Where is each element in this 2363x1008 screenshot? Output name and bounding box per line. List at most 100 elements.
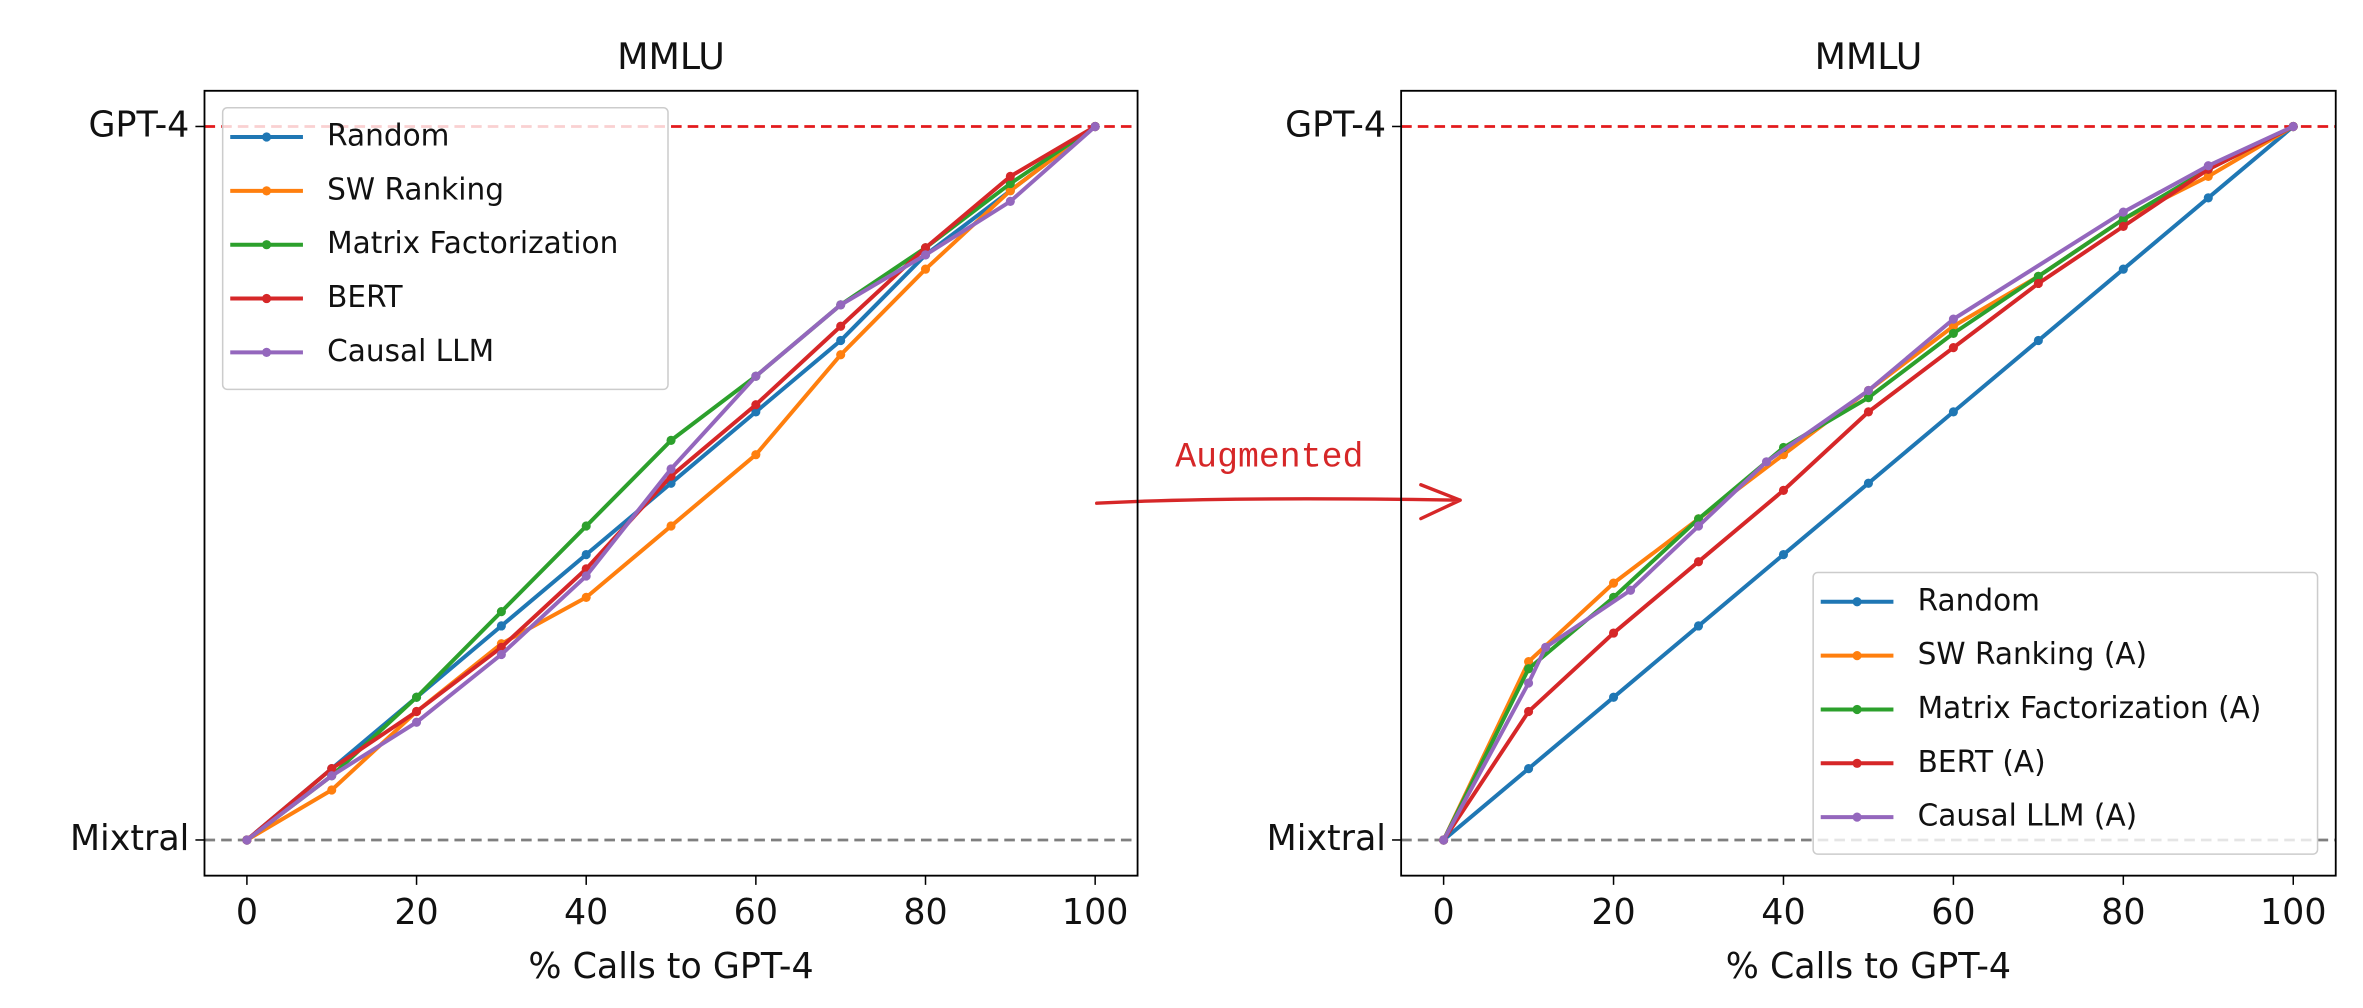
plot-frame — [1400, 89, 2337, 877]
data-point — [1005, 186, 1015, 196]
y-tick-label: Mixtral — [1267, 818, 1386, 859]
data-point — [242, 835, 252, 845]
data-point — [1948, 314, 1958, 324]
data-point — [1693, 621, 1704, 631]
legend-label: Matrix Factorization — [327, 226, 618, 261]
data-point — [581, 592, 591, 603]
data-point — [2118, 264, 2128, 274]
data-point — [1693, 521, 1704, 531]
data-point — [2118, 207, 2128, 217]
data-point — [1609, 692, 1619, 702]
data-point — [496, 649, 506, 660]
legend-marker — [262, 347, 272, 358]
x-axis-label: % Calls to GPT-4 — [1726, 946, 2011, 987]
data-point — [581, 521, 591, 531]
x-tick-label: 80 — [903, 892, 947, 933]
data-point — [2203, 161, 2213, 171]
data-point — [1524, 678, 1534, 688]
legend-label: BERT (A) — [1918, 745, 2046, 780]
data-point — [496, 621, 506, 631]
x-tick-label: 0 — [236, 892, 258, 933]
data-point — [2118, 214, 2128, 224]
chart-title: MMLU — [617, 35, 725, 78]
data-point — [1948, 343, 1958, 353]
chart-title: MMLU — [1815, 35, 1923, 78]
legend-box — [221, 106, 669, 391]
data-point — [1524, 706, 1534, 717]
data-point — [2033, 278, 2043, 289]
data-point — [581, 549, 591, 560]
legend-marker — [262, 293, 272, 304]
x-tick-label: 20 — [1591, 892, 1635, 933]
y-tick-label: GPT-4 — [1285, 104, 1386, 145]
x-tick-label: 100 — [2260, 892, 2326, 933]
x-axis-label: % Calls to GPT-4 — [528, 946, 813, 987]
data-point — [836, 335, 846, 346]
data-point — [2288, 121, 2298, 132]
data-point — [751, 400, 761, 410]
x-tick-label: 100 — [1062, 892, 1128, 933]
legend-marker — [1852, 812, 1862, 822]
y-tick-label: GPT-4 — [89, 104, 190, 145]
data-point — [412, 692, 422, 702]
legend-marker — [1852, 704, 1862, 715]
data-point — [2118, 221, 2128, 231]
legend-label: SW Ranking (A) — [1918, 637, 2147, 672]
data-point — [836, 321, 846, 331]
data-point — [1005, 178, 1015, 189]
data-point — [1090, 121, 1100, 132]
x-tick-label: 40 — [564, 892, 608, 933]
data-point — [920, 243, 931, 253]
data-point — [1693, 557, 1704, 567]
legend-marker — [1852, 650, 1862, 661]
y-tick-label: Mixtral — [70, 818, 189, 859]
data-point — [1625, 585, 1636, 595]
legend-label: Causal LLM (A) — [1918, 799, 2138, 834]
legend-box — [1812, 571, 2319, 855]
data-point — [1948, 328, 1958, 339]
legend-label: Causal LLM — [327, 334, 494, 369]
data-point — [412, 717, 422, 727]
data-point — [1863, 478, 1873, 488]
x-tick-label: 80 — [2101, 892, 2145, 933]
legend-label: Random — [1918, 583, 2040, 618]
data-point — [920, 250, 931, 260]
annotation: Augmented — [1175, 437, 1363, 477]
data-point — [836, 350, 846, 360]
data-point — [1863, 385, 1873, 396]
data-point — [2203, 193, 2213, 203]
data-point — [1439, 835, 1449, 845]
data-point — [1005, 196, 1015, 207]
data-point — [327, 785, 337, 795]
legend-label: Matrix Factorization (A) — [1918, 691, 2262, 726]
x-tick-label: 60 — [734, 892, 778, 933]
x-tick-label: 60 — [1931, 892, 1975, 933]
data-point — [1778, 485, 1789, 495]
data-point — [1524, 764, 1534, 774]
legend-marker — [1852, 597, 1862, 607]
data-point — [1761, 457, 1772, 467]
legend-label: SW Ranking — [327, 172, 504, 207]
data-point — [2203, 171, 2213, 182]
x-tick-label: 40 — [1761, 892, 1805, 933]
data-point — [1778, 549, 1789, 560]
data-point — [412, 706, 422, 717]
legend-label: Random — [327, 118, 449, 153]
data-point — [666, 435, 676, 446]
x-tick-label: 0 — [1433, 892, 1455, 933]
data-point — [1005, 171, 1015, 182]
data-point — [1948, 407, 1958, 417]
legend-marker — [262, 240, 272, 250]
data-point — [2033, 271, 2043, 281]
data-point — [1609, 578, 1619, 588]
data-point — [327, 764, 337, 774]
data-point — [751, 450, 761, 460]
data-point — [666, 521, 676, 531]
data-point — [1863, 407, 1873, 417]
data-point — [920, 264, 931, 274]
legend-label: BERT — [327, 280, 403, 315]
arrow — [1095, 483, 1462, 521]
data-point — [1609, 628, 1619, 638]
data-point — [666, 464, 676, 474]
